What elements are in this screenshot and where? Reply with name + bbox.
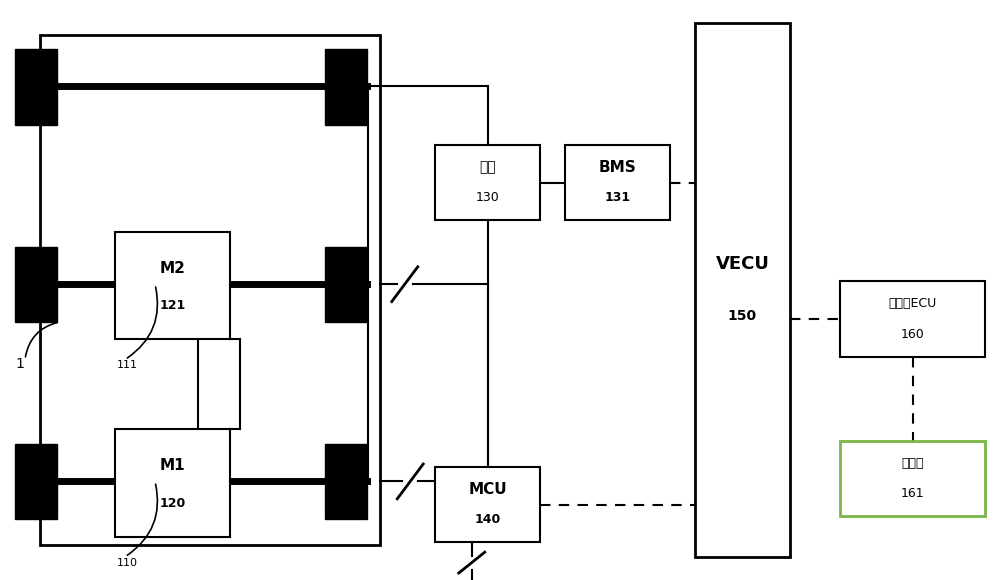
Bar	[325, 49, 367, 125]
Text: 121: 121	[159, 299, 186, 313]
Text: M2: M2	[160, 261, 185, 276]
Text: 发动机ECU: 发动机ECU	[888, 298, 937, 310]
Bar	[15, 444, 57, 519]
Text: 130: 130	[476, 191, 499, 204]
Bar	[435, 145, 540, 220]
Text: 120: 120	[159, 496, 186, 510]
Text: BMS: BMS	[599, 160, 636, 175]
Bar	[840, 281, 985, 357]
Text: 160: 160	[901, 328, 924, 340]
Text: 131: 131	[604, 191, 631, 204]
Bar	[840, 441, 985, 516]
Text: 1: 1	[15, 357, 24, 371]
Text: 150: 150	[728, 309, 757, 323]
Bar	[325, 246, 367, 322]
Bar	[15, 246, 57, 322]
Text: 111: 111	[117, 360, 138, 370]
Text: M1: M1	[160, 458, 185, 473]
Bar	[695, 23, 790, 557]
Bar	[40, 35, 380, 545]
Bar	[565, 145, 670, 220]
Bar	[15, 49, 57, 125]
Bar	[435, 467, 540, 542]
Text: 电池: 电池	[479, 161, 496, 175]
Bar	[115, 232, 230, 339]
Text: MCU: MCU	[468, 482, 507, 497]
Text: 发动机: 发动机	[901, 457, 924, 470]
Text: 161: 161	[901, 487, 924, 500]
Text: VECU: VECU	[716, 255, 769, 273]
Text: 110: 110	[117, 557, 138, 567]
Bar	[115, 429, 230, 536]
Bar	[325, 444, 367, 519]
Text: 140: 140	[474, 513, 501, 526]
